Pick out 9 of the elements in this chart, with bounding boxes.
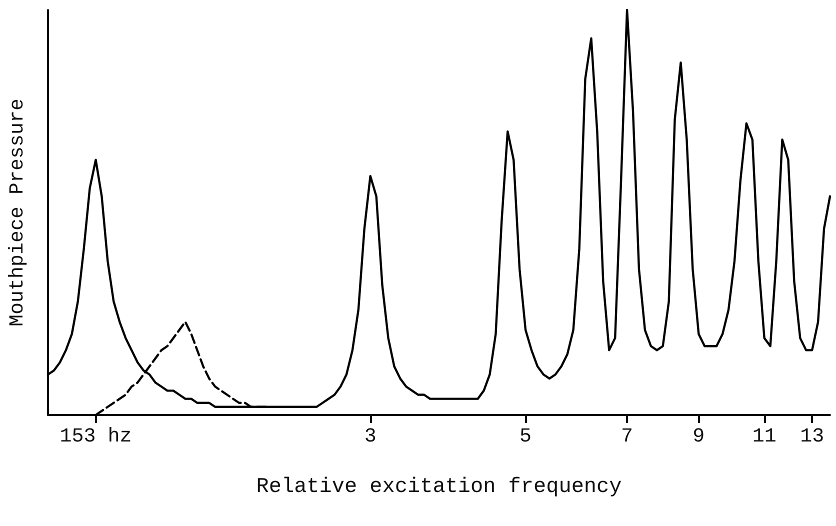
y-axis-title: Mouthpiece Pressure	[6, 98, 30, 327]
x-tick-label: 3	[364, 426, 376, 448]
x-tick-label: 153 hz	[60, 426, 132, 448]
x-tick-label: 7	[621, 426, 634, 448]
x-axis-title: Relative excitation frequency	[256, 476, 622, 499]
x-tick-label: 11	[752, 426, 776, 448]
x-tick-label: 9	[692, 426, 705, 448]
x-tick-label: 5	[520, 426, 532, 448]
x-tick-label: 13	[800, 426, 824, 448]
